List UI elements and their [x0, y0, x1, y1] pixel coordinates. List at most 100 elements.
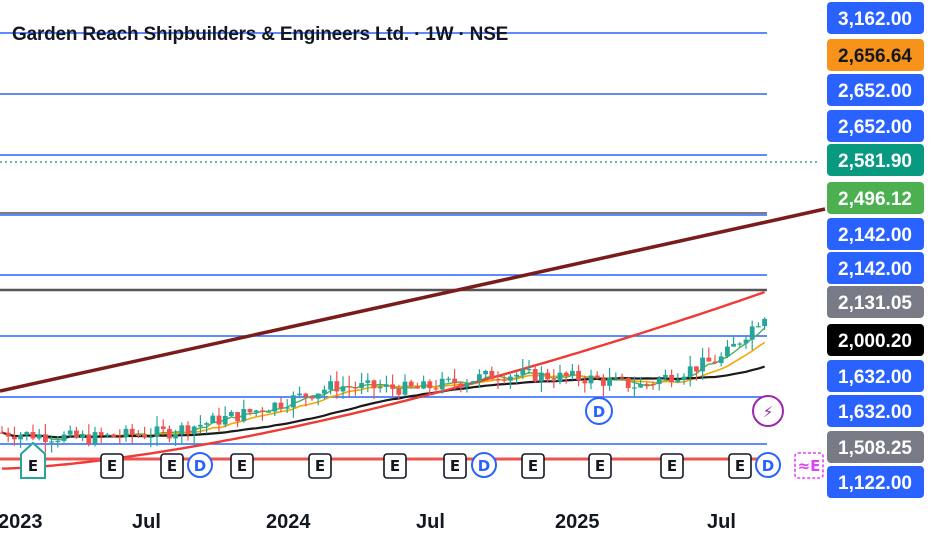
candle	[427, 379, 433, 396]
chart-title: Garden Reach Shipbuilders & Engineers Lt…	[12, 24, 509, 45]
candle	[247, 408, 253, 416]
candle	[638, 377, 643, 388]
candle	[669, 369, 674, 388]
svg-text:E: E	[107, 457, 117, 475]
earnings-marker[interactable]: E	[383, 453, 407, 479]
horizontal-levels	[0, 32, 820, 445]
price-axis-label: 2,131.05	[827, 286, 924, 318]
candle	[495, 371, 501, 390]
candle	[483, 369, 488, 379]
candle	[737, 342, 743, 348]
candle	[439, 372, 445, 394]
candle	[216, 407, 222, 433]
svg-text:≈E: ≈E	[798, 457, 821, 475]
candle	[706, 347, 712, 362]
earnings-marker[interactable]: E	[160, 453, 184, 479]
price-axis-label: 2,000.20	[827, 324, 924, 356]
price-axis-label-text: 2,000.20	[838, 331, 912, 352]
candle	[377, 379, 383, 393]
earnings-marker[interactable]: E	[230, 453, 254, 479]
candle	[204, 421, 209, 434]
svg-text:E: E	[595, 457, 605, 475]
candle	[663, 369, 668, 380]
time-tick-label: Jul	[132, 511, 161, 533]
candle	[315, 393, 321, 406]
dividend-marker[interactable]: D	[187, 452, 213, 478]
time-axis: 2023 Jul 2024 Jul 2025 Jul	[0, 511, 736, 533]
price-axis[interactable]: 3,162.00 2,656.64 2,652.00 2,652.00 2,581.90…	[827, 2, 924, 498]
price-axis-label-text: 2,496.12	[838, 189, 912, 210]
candle	[105, 432, 110, 439]
svg-text:E: E	[528, 457, 538, 475]
candle	[154, 416, 160, 447]
svg-text:E: E	[28, 457, 38, 475]
candle	[43, 423, 48, 453]
candle	[359, 372, 364, 394]
dividend-marker[interactable]: D	[471, 452, 497, 478]
earnings-marker[interactable]: E	[521, 453, 545, 479]
candle	[433, 380, 439, 393]
candle	[309, 395, 315, 401]
candle	[18, 431, 23, 448]
candle	[185, 421, 191, 441]
candle	[123, 425, 129, 442]
candle	[508, 373, 513, 389]
svg-text:E: E	[315, 457, 325, 475]
price-axis-label: 2,652.00	[827, 74, 924, 106]
candle	[284, 399, 290, 414]
earnings-marker[interactable]: E	[660, 453, 684, 479]
candle	[384, 375, 389, 393]
sma-fast-line	[1, 327, 766, 441]
earnings-marker[interactable]: E	[20, 441, 46, 479]
svg-text:E: E	[390, 457, 400, 475]
price-axis-label-text: 1,122.00	[838, 473, 912, 494]
sma-mid-line	[1, 341, 766, 439]
candle	[67, 425, 73, 438]
candle	[582, 375, 588, 393]
candle	[501, 373, 507, 384]
time-tick-label: Jul	[416, 511, 445, 533]
candle	[334, 371, 340, 399]
candle	[681, 373, 687, 385]
candle	[396, 384, 402, 400]
candle	[30, 424, 36, 441]
price-axis-label-text: 2,142.00	[838, 259, 912, 280]
candle	[477, 369, 482, 388]
candle	[470, 380, 476, 385]
candle	[340, 376, 346, 399]
price-axis-label-text: 2,656.64	[838, 46, 912, 67]
candle	[762, 317, 767, 330]
earnings-marker[interactable]: E	[308, 453, 332, 479]
candle	[632, 376, 637, 397]
candle	[725, 340, 730, 359]
time-tick-label: 2023	[0, 511, 43, 533]
candle	[514, 372, 519, 384]
candle	[408, 379, 414, 389]
trendline[interactable]	[0, 207, 826, 393]
time-tick-label: 2025	[555, 511, 600, 533]
future-earnings-marker[interactable]: ≈E	[794, 452, 824, 479]
earnings-marker[interactable]: E	[728, 453, 752, 479]
candle	[272, 401, 278, 416]
split-marker[interactable]: ⚡	[752, 395, 784, 427]
candle	[55, 436, 61, 448]
earnings-marker[interactable]: E	[443, 453, 467, 479]
earnings-marker[interactable]: E	[100, 453, 124, 479]
candle	[303, 392, 309, 407]
candle	[532, 366, 538, 383]
candle	[687, 355, 693, 387]
candle	[111, 433, 116, 438]
candle	[731, 336, 736, 347]
candle	[142, 426, 147, 440]
price-axis-label: 1,508.25	[827, 431, 924, 463]
dividend-marker[interactable]: D	[585, 397, 613, 425]
candle	[253, 409, 259, 417]
candle	[5, 427, 11, 443]
dividend-marker[interactable]: D	[755, 452, 781, 478]
candle	[86, 424, 92, 447]
svg-text:E: E	[237, 457, 247, 475]
candle	[160, 419, 166, 436]
earnings-marker[interactable]: E	[588, 453, 612, 479]
candle	[278, 397, 284, 413]
